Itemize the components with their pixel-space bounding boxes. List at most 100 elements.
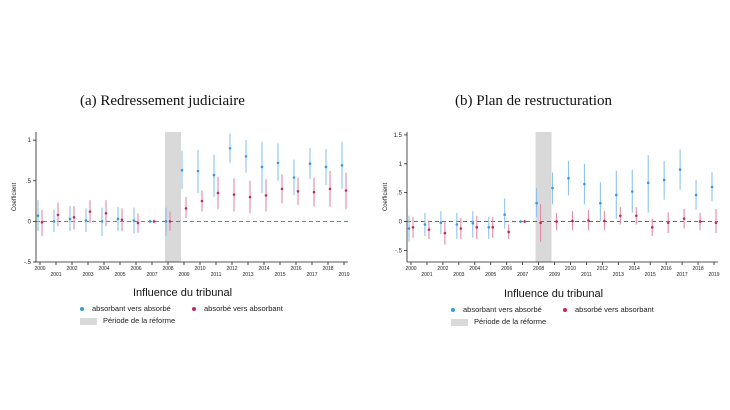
- legend-b-reform-label: Période de la réforme: [474, 317, 547, 326]
- chart-b-red-point: [523, 220, 526, 223]
- chart-b-red-point: [459, 227, 463, 230]
- chart-b-ytick-label: -.5: [395, 248, 403, 254]
- chart-a-xtick-label: 2010: [194, 266, 205, 272]
- legend-b-item-blue: absorbant vers absorbé: [451, 305, 542, 314]
- chart-a-xtick-label: 2008: [162, 266, 173, 272]
- chart-a-red-point: [136, 221, 140, 225]
- chart-a-xtick-label: 2015: [274, 272, 285, 278]
- chart-b-blue-point: [646, 181, 650, 185]
- chart-a-red-point: [344, 189, 348, 192]
- chart-a-xtick-label: 2002: [66, 266, 77, 272]
- chart-b-red-point: [619, 214, 622, 218]
- chart-a-xtick-label: 2012: [226, 266, 237, 272]
- chart-b-red-point: [682, 217, 686, 220]
- chart-a-blue-point: [260, 165, 264, 169]
- chart-a-xtick-label: 2001: [50, 272, 61, 278]
- chart-a-xtick-label: 2000: [34, 266, 45, 272]
- chart-b-xtick-label: 2001: [421, 272, 432, 278]
- chart-b-red-point: [539, 221, 542, 225]
- chart-a-xtick-label: 2013: [242, 272, 253, 278]
- chart-b-ylabel: Coefficient: [383, 183, 389, 212]
- chart-a-ytick-label: .5: [26, 179, 32, 185]
- panel-a-title: (a) Redressement judiciaire: [80, 93, 245, 109]
- legend-b-title: Influence du tribunal: [504, 288, 604, 300]
- chart-b-ytick-label: 1: [399, 162, 403, 168]
- chart-b-red-point: [714, 221, 718, 225]
- chart-a-red-point: [184, 207, 188, 210]
- chart-b-blue-point: [471, 221, 475, 225]
- chart-b-blue-point: [567, 176, 570, 180]
- chart-b-blue-point: [439, 221, 443, 225]
- chart-a-blue-point: [52, 220, 56, 223]
- chart-b-red-point: [555, 220, 558, 223]
- chart-b-red-point: [411, 226, 415, 229]
- legend-a-item-red: absorbé vers absorbant: [192, 304, 283, 313]
- chart-a-xtick-label: 2007: [146, 272, 157, 278]
- chart-b-xtick-label: 2015: [645, 272, 656, 278]
- chart-a-red-point: [312, 190, 316, 194]
- chart-b-red-point: [587, 219, 590, 222]
- chart-a-xtick-label: 2005: [114, 272, 125, 278]
- legend-a-item-blue: absorbant vers absorbé: [80, 304, 171, 313]
- chart-b-xtick-label: 2011: [581, 272, 592, 278]
- panel-b-title: (b) Plan de restructuration: [455, 93, 613, 109]
- chart-b-red-point: [571, 219, 574, 223]
- chart-a-red-point: [264, 194, 268, 197]
- chart-b-red-point: [427, 228, 431, 231]
- chart-a-red-point: [56, 213, 60, 217]
- chart-b-xtick-label: 2018: [692, 266, 703, 272]
- chart-a-blue-point: [132, 219, 136, 222]
- legend-a-title: Influence du tribunal: [133, 287, 233, 299]
- chart-b-red-point: [634, 214, 638, 218]
- chart-a-blue-point: [100, 220, 104, 223]
- chart-b-blue-point: [519, 220, 522, 223]
- chart-a-xtick-label: 2004: [98, 266, 109, 272]
- chart-a-blue-point: [164, 220, 168, 223]
- chart-b-xtick-label: 2007: [517, 272, 528, 278]
- chart-b-ytick-label: 1.5: [394, 133, 403, 139]
- chart-a-blue-point: [180, 168, 184, 172]
- chart-b-xtick-label: 2000: [405, 266, 416, 272]
- legend-a-red-marker: [192, 307, 196, 312]
- chart-a-red-point: [328, 187, 332, 191]
- chart-a-ytick-label: -.5: [24, 260, 32, 266]
- chart-a-red-point: [200, 199, 204, 203]
- chart-b-red-point: [666, 221, 670, 225]
- chart-a-blue-point: [324, 165, 328, 169]
- legend-a-blue-label: absorbant vers absorbé: [92, 304, 171, 313]
- chart-a-red-point: [280, 187, 284, 191]
- chart-b-red-point: [650, 226, 654, 229]
- chart-a-red-point: [88, 210, 92, 213]
- chart-a-blue-point: [212, 173, 216, 177]
- chart-b-reform-band: [535, 132, 552, 262]
- chart-a-red-point: [152, 220, 156, 223]
- chart-a-xtick-label: 2009: [178, 272, 189, 278]
- chart-a-reform-band: [165, 132, 181, 262]
- chart-b-xtick-label: 2005: [485, 272, 496, 278]
- chart-a-red-point: [232, 193, 236, 196]
- chart-b-red-point: [491, 226, 495, 229]
- chart-b-blue-point: [583, 182, 586, 186]
- chart-b-xtick-label: 2010: [565, 266, 576, 272]
- chart-b-xtick-label: 2004: [469, 266, 480, 272]
- chart-a-red-point: [168, 220, 172, 223]
- chart-b-xtick-label: 2008: [533, 266, 544, 272]
- chart-a-red-point: [216, 191, 220, 195]
- chart-a-ylabel: Coefficient: [12, 183, 18, 212]
- chart-b-blue-point: [710, 185, 714, 189]
- chart-b-ytick-label: .5: [397, 191, 403, 197]
- chart-a-xtick-label: 2003: [82, 272, 93, 278]
- chart-a-ytick-label: 1: [28, 138, 32, 144]
- chart-b-red-point: [698, 220, 702, 223]
- legend-b-reform-swatch: [451, 318, 468, 326]
- chart-a-blue-point: [244, 155, 248, 158]
- legend-b-blue-marker: [451, 308, 455, 313]
- chart-b-blue-point: [487, 226, 491, 229]
- chart-a-xtick-label: 2006: [130, 266, 141, 272]
- chart-b-xtick-label: 2002: [437, 266, 448, 272]
- chart-a-blue-point: [68, 217, 72, 221]
- chart-b-blue-point: [551, 186, 554, 190]
- legend-b-red-label: absorbé vers absorbant: [575, 305, 654, 314]
- chart-b-xtick-label: 2012: [597, 266, 608, 272]
